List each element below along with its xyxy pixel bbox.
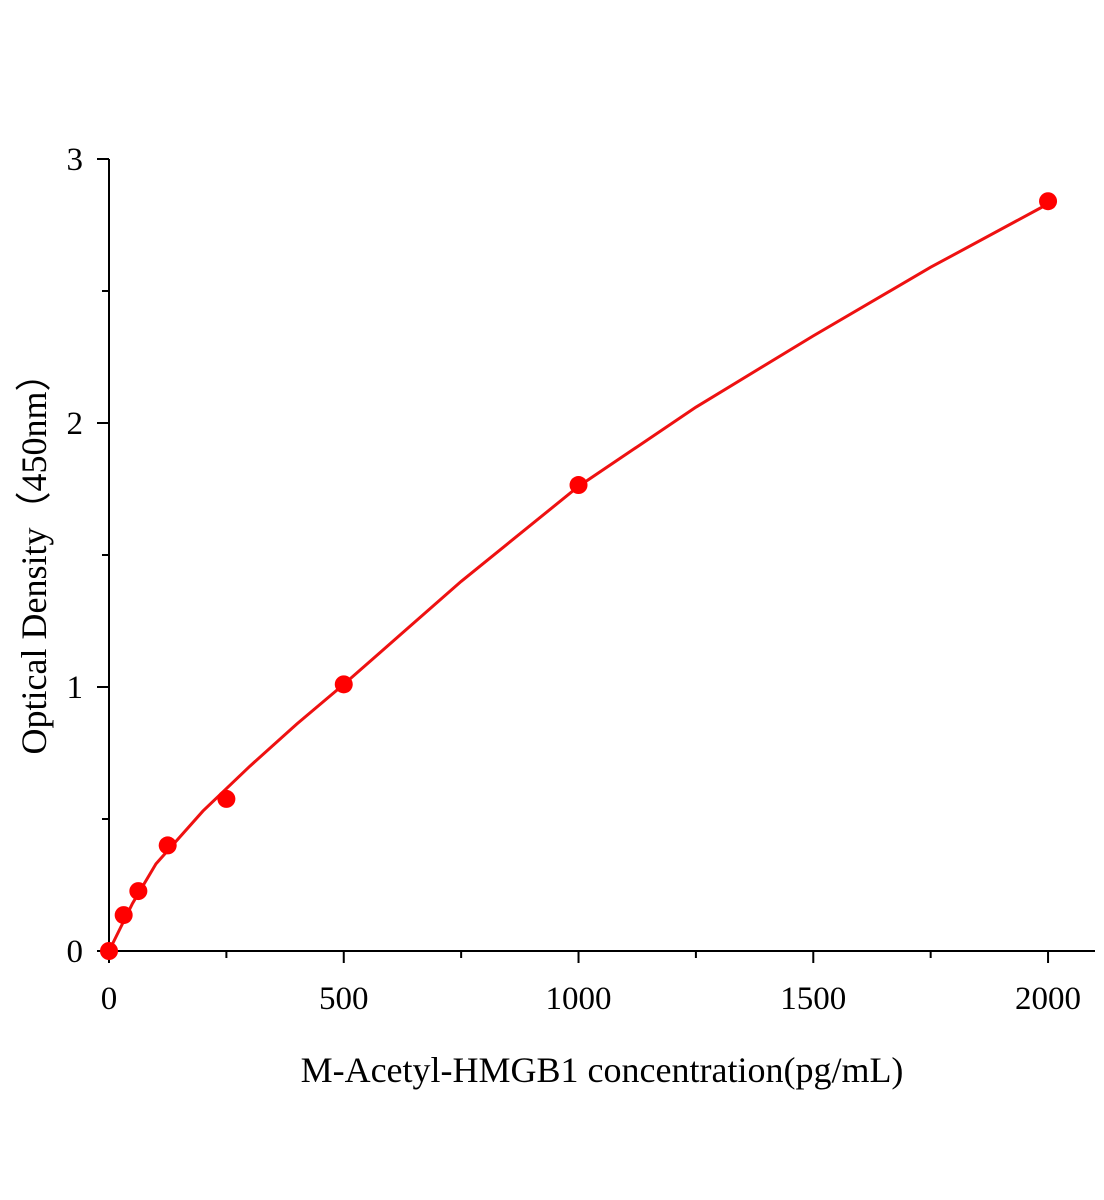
y-tick-label: 0	[67, 934, 84, 970]
y-tick-label: 2	[67, 406, 84, 442]
x-tick-label: 1500	[780, 981, 846, 1017]
x-axis-title: M-Acetyl-HMGB1 concentration(pg/mL)	[301, 1050, 904, 1090]
y-tick-label: 1	[67, 670, 84, 706]
x-tick-label: 1000	[546, 981, 612, 1017]
data-point	[569, 476, 588, 495]
data-point	[100, 942, 118, 960]
data-point	[217, 789, 236, 808]
data-point	[158, 836, 177, 855]
data-point	[1039, 192, 1058, 211]
x-tick-label: 0	[101, 981, 118, 1017]
x-tick-label: 2000	[1015, 981, 1081, 1017]
y-tick-label: 3	[67, 142, 84, 178]
data-point	[129, 882, 148, 901]
data-point	[334, 675, 353, 694]
data-point	[114, 906, 133, 925]
fit-curve	[107, 202, 1049, 952]
x-tick-label: 500	[319, 981, 369, 1017]
y-axis-title: Optical Density（450nm）	[14, 356, 54, 755]
